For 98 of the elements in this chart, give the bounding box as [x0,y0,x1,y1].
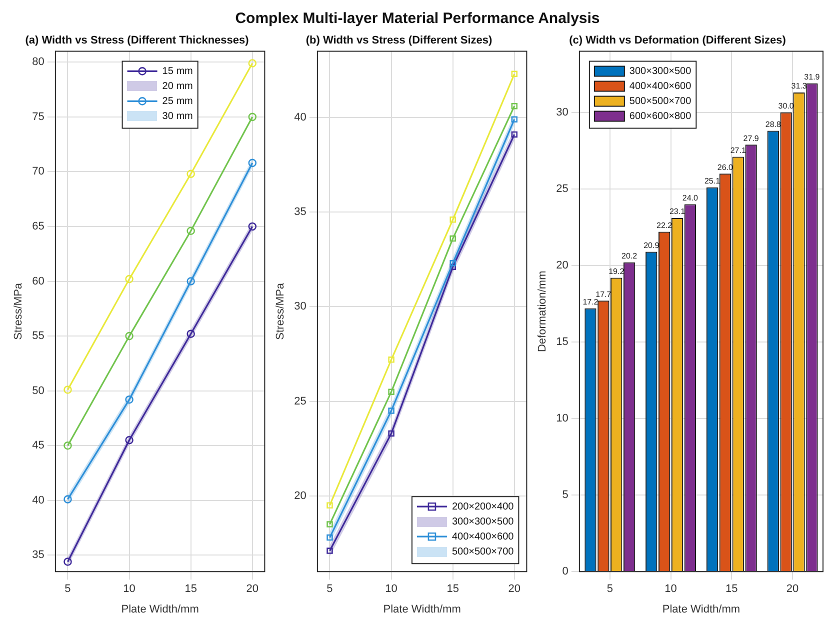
data-label: 31.3 [791,82,808,91]
y-tick-label: 25 [556,182,568,195]
legend-label: 400×400×600 [629,80,692,92]
point [248,59,257,68]
point [388,430,394,437]
y-tick-label: 40 [32,494,44,506]
data-label: 17.2 [582,298,599,307]
y-tick-label: 0 [562,566,568,578]
point [326,502,333,508]
point [125,395,134,404]
x-tick-label: 20 [786,583,799,596]
y-tick-label: 50 [32,384,44,397]
legend-label: 15 mm [162,66,193,77]
point [125,436,134,444]
data-label: 31.9 [804,72,820,82]
y-tick-label: 35 [32,549,44,562]
point [64,495,72,504]
y-tick-label: 5 [562,489,568,502]
point [326,534,333,541]
point [186,330,195,338]
y-axis-title: Stress/MPa [274,282,287,340]
y-tick-label: 25 [294,395,306,408]
x-tick-label: 10 [664,583,677,596]
y-axis-title: Stress/MPa [12,282,25,340]
y-tick-label: 20 [294,490,306,502]
text: Complex Multi-layer Material Performance Analysis [234,9,601,29]
point [186,277,195,286]
x-tick-label: 15 [726,583,738,596]
legend-label: 25 mm [162,96,193,107]
point [125,332,134,340]
annotation: 20 mm [162,80,193,92]
point [388,408,394,414]
point [450,260,456,266]
y-tick-label: 20 [556,260,568,272]
data-label: 22.2 [656,221,673,230]
point [64,441,72,450]
chart-title: (b) Width vs Stress (Different Sizes) [306,34,492,47]
data-label: 30.0 [778,102,794,111]
x-tick-label: 20 [508,583,521,596]
data-label: 24.0 [682,193,699,202]
point [450,216,456,223]
y-tick-label: 10 [556,412,568,425]
point [326,548,333,554]
data-label: 28.8 [765,120,782,129]
x-tick-label: 15 [184,583,197,596]
x-tick-label: 15 [446,583,459,596]
x-axis-title: Plate Width/mm [662,603,740,616]
y-tick-label: 55 [32,330,44,342]
point [64,386,72,394]
y-tick-label: 30 [556,106,568,118]
point [326,521,333,528]
point [64,558,72,566]
point [248,222,257,231]
y-tick-label: 30 [294,300,306,313]
point [511,102,518,110]
y-tick-label: 80 [32,56,44,68]
x-axis-title: Plate Width/mm [383,603,461,616]
point [388,388,394,395]
legend-label: 500×500×700 [629,96,692,107]
y-tick-label: 60 [32,275,44,288]
y-tick-label: 75 [32,110,44,123]
y-tick-label: 35 [294,206,306,218]
data-label: 27.1 [730,146,746,156]
point [248,112,257,122]
legend-label: 200×200×400 [452,501,514,512]
x-tick-label: 5 [326,583,333,596]
y-axis-title: Deformation/mm [536,270,549,352]
legend-label: 600×600×800 [629,110,692,122]
point [511,116,518,122]
y-tick-label: 70 [32,166,44,178]
chart-title: (a) Width vs Stress (Different Thicknesses) [25,34,250,47]
point [248,158,257,168]
y-tick-label: 40 [294,111,306,124]
legend-label: 400×400×600 [452,531,514,542]
y-tick-label: 15 [556,336,568,348]
data-label: 26.0 [717,162,734,172]
x-tick-label: 20 [246,583,259,596]
data-label: 20.2 [622,252,638,261]
point [450,235,456,242]
point [511,70,518,78]
y-tick-label: 45 [32,440,44,452]
data-label: 27.9 [743,134,760,143]
annotation: 30 mm [162,110,193,122]
annotation: 500×500×700 [452,546,514,558]
x-tick-label: 10 [123,583,136,596]
y-tick-label: 65 [32,220,44,233]
point [511,131,518,138]
point [125,274,134,284]
point [186,226,195,236]
annotation: 300×300×500 [452,516,514,528]
x-tick-label: 5 [64,583,71,596]
point [186,170,195,178]
x-tick-label: 5 [606,583,613,596]
point [388,356,394,363]
chart-title: (c) Width vs Deformation (Different Sizes) [569,34,786,47]
x-axis-title: Plate Width/mm [121,603,199,616]
legend-label: 300×300×500 [629,66,692,77]
x-tick-label: 10 [385,583,398,596]
